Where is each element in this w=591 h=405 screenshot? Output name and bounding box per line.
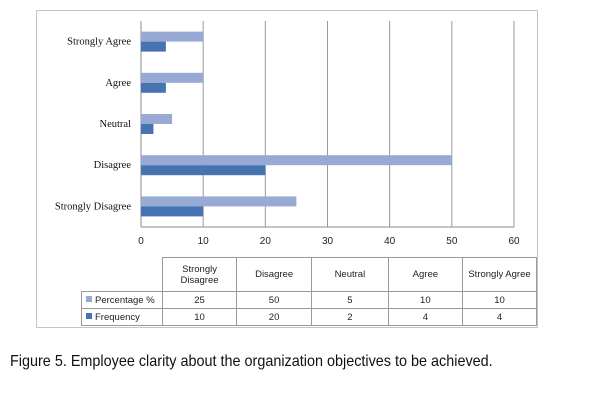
bar-frequency [141,206,204,217]
bar-percentage [141,114,173,124]
x-tick-label: 20 [260,236,272,247]
bar-frequency [141,165,266,176]
x-tick-label: 10 [198,236,210,247]
x-tick-label: 0 [138,236,144,247]
x-tick-label: 40 [384,236,396,247]
data-table-row-percentage: Percentage % 25 50 5 10 10 [81,291,537,309]
category-label: Disagree [94,160,132,171]
bar-frequency [141,82,166,93]
data-table-row-label: Frequency [81,308,163,326]
data-table-cell: 5 [311,291,389,309]
data-table-cell: 10 [462,291,537,309]
category-label: Agree [105,78,131,89]
bar-percentage [141,72,204,83]
data-table-cell: 10 [161,308,238,326]
figure-caption-text: Employee clarity about the organization … [66,353,493,370]
x-tick-label: 30 [322,236,334,247]
bar-frequency [141,41,166,52]
data-table-cell: 20 [236,308,313,326]
legend-swatch-percentage [86,295,92,302]
legend-swatch-frequency [86,312,92,319]
data-table-header-cell: Neutral [311,257,389,292]
figure-caption: Figure 5. Employee clarity about the org… [10,351,514,373]
x-tick-label: 60 [508,236,520,247]
legend-label-frequency: Frequency [95,311,140,323]
data-table-header-cell: Disagree [236,257,313,292]
data-table-cell: 2 [311,308,389,326]
category-label: Strongly Disagree [55,201,131,212]
bar-percentage [141,196,297,207]
data-table-cell: 4 [462,308,537,326]
data-table-header-row: Strongly Disagree Disagree Neutral Agree … [81,257,537,292]
data-table-corner [81,257,163,292]
data-table-header-cell: Strongly Agree [462,257,537,292]
figure-caption-label: Figure 5. [10,353,67,370]
data-table: Strongly Disagree Disagree Neutral Agree … [81,257,537,326]
category-label: Strongly Agree [67,37,131,48]
data-table-cell: 4 [387,308,464,326]
data-table-header-cell: Strongly Disagree [161,257,238,292]
x-tick-label: 50 [446,236,458,247]
data-table-cell: 50 [236,291,313,309]
bar-percentage [141,31,204,42]
data-table-row-frequency: Frequency 10 20 2 4 4 [81,308,537,326]
data-table-header-cell: Agree [387,257,464,292]
data-table-cell: 10 [387,291,464,309]
bar-percentage [141,155,452,166]
data-table-row-label: Percentage % [81,291,163,309]
category-label: Neutral [100,119,132,130]
chart-frame: 0 10 20 30 40 50 60 Strongly Agree Agree Neutral D… [36,10,538,328]
bar-chart: 0 10 20 30 40 50 60 Strongly Agree Agree Neutral D… [55,21,520,247]
data-table-cell: 25 [161,291,238,309]
legend-label-percentage: Percentage % [95,294,155,306]
bar-frequency [141,124,154,134]
